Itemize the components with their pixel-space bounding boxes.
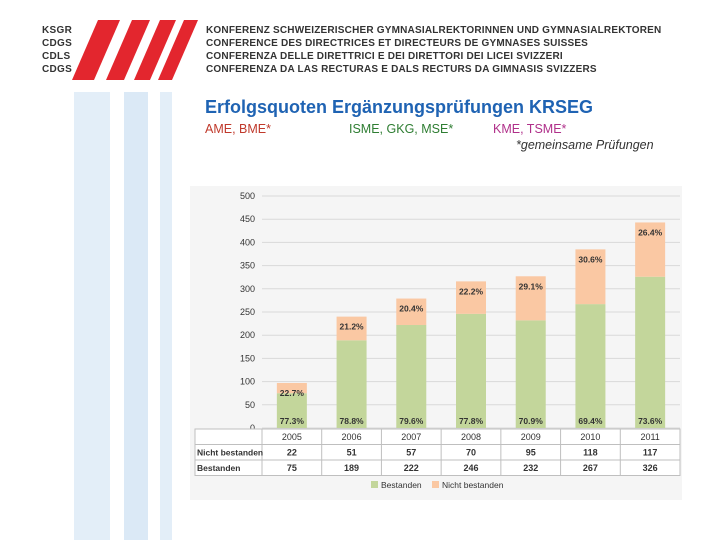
- footnote: *gemeinsame Prüfungen: [516, 138, 654, 152]
- bar-bestanden: [276, 393, 307, 428]
- org-name: CONFERENCE DES DIRECTRICES ET DIRECTEURS…: [206, 38, 589, 49]
- data-label-bestanden: 79.6%: [399, 416, 424, 426]
- y-tick-label: 250: [240, 307, 255, 317]
- bar-nicht-bestanden: [575, 249, 606, 305]
- table-row-label: Nicht bestanden: [197, 448, 263, 458]
- bar-bestanden: [336, 340, 367, 428]
- bar-nicht-bestanden: [515, 276, 546, 321]
- legend-label-bestanden: Bestanden: [381, 480, 422, 490]
- org-name: KONFERENZ SCHWEIZERISCHER GYMNASIALREKTO…: [206, 25, 662, 36]
- data-label-bestanden: 77.8%: [459, 416, 484, 426]
- y-tick-label: 500: [240, 191, 255, 201]
- y-tick-label: 350: [240, 261, 255, 271]
- data-label-nicht-bestanden: 22.2%: [459, 286, 484, 296]
- background-stripe: [74, 92, 110, 540]
- legend-label-nicht-bestanden: Nicht bestanden: [442, 480, 504, 490]
- y-tick-label: 450: [240, 214, 255, 224]
- table-cell: 51: [347, 448, 357, 458]
- table-row-label: Bestanden: [197, 463, 240, 473]
- table-cell: 246: [463, 463, 478, 473]
- y-tick-label: 150: [240, 353, 255, 363]
- data-label-nicht-bestanden: 20.4%: [399, 304, 424, 314]
- org-code: CDLS: [42, 51, 71, 62]
- org-name: CONFERENZA DA LAS RECTURAS E DALS RECTUR…: [206, 64, 597, 75]
- legend-swatch-nicht-bestanden: [432, 481, 439, 488]
- slide-title: Erfolgsquoten Ergänzungsprüfungen KRSEG: [205, 97, 593, 117]
- x-tick-label: 2011: [640, 432, 659, 442]
- y-tick-label: 200: [240, 330, 255, 340]
- table-cell: 117: [643, 448, 658, 458]
- data-label-bestanden: 69.4%: [578, 416, 603, 426]
- data-label-nicht-bestanden: 22.7%: [280, 388, 305, 398]
- bar-nicht-bestanden: [336, 316, 367, 341]
- y-tick-label: 400: [240, 237, 255, 247]
- table-cell: 326: [643, 463, 658, 473]
- data-table-frame: [194, 428, 681, 476]
- data-label-nicht-bestanden: 21.2%: [340, 322, 365, 332]
- data-label-bestanden: 77.3%: [280, 416, 305, 426]
- x-tick-label: 2010: [580, 432, 600, 442]
- data-label-nicht-bestanden: 29.1%: [519, 281, 544, 291]
- org-name: CONFERENZA DELLE DIRETTRICI E DEI DIRETT…: [206, 51, 563, 62]
- group-label-isme: ISME, GKG, MSE*: [349, 122, 454, 136]
- table-cell: 222: [404, 463, 419, 473]
- data-label-bestanden: 70.9%: [519, 416, 544, 426]
- background-stripe: [124, 92, 148, 540]
- x-tick-label: 2009: [521, 432, 541, 442]
- org-codes: KSGR CDGS CDLS CDGS: [42, 24, 82, 76]
- data-label-bestanden: 73.6%: [638, 416, 663, 426]
- table-cell: 22: [287, 448, 297, 458]
- data-label-bestanden: 78.8%: [340, 416, 365, 426]
- data-label-nicht-bestanden: 26.4%: [638, 227, 663, 237]
- org-names: KONFERENZ SCHWEIZERISCHER GYMNASIALREKTO…: [206, 24, 686, 76]
- x-tick-label: 2008: [461, 432, 481, 442]
- bar-nicht-bestanden: [276, 382, 307, 394]
- table-cell: 189: [344, 463, 359, 473]
- table-cell: 232: [523, 463, 538, 473]
- group-label-kme: KME, TSME*: [493, 122, 567, 136]
- bar-nicht-bestanden: [396, 298, 427, 325]
- x-tick-label: 2007: [401, 432, 421, 442]
- bar-bestanden: [515, 320, 546, 428]
- group-label-ame: AME, BME*: [205, 122, 271, 136]
- org-code: KSGR: [42, 25, 73, 36]
- bar-nicht-bestanden: [635, 222, 666, 277]
- table-cell: 70: [466, 448, 476, 458]
- x-tick-label: 2005: [282, 432, 302, 442]
- y-tick-label: 300: [240, 284, 255, 294]
- stacked-bar-chart: 0 50 100 150 200 250 300 350 400 450 500 77.3% 22.7%…: [194, 191, 681, 490]
- background-stripe: [160, 92, 172, 540]
- bar-nicht-bestanden: [456, 281, 486, 314]
- data-label-nicht-bestanden: 30.6%: [578, 254, 603, 264]
- y-tick-label: 50: [245, 400, 255, 410]
- org-code: CDGS: [42, 38, 73, 49]
- org-code: CDGS: [42, 64, 73, 75]
- table-cell: 75: [287, 463, 297, 473]
- x-tick-label: 2006: [342, 432, 362, 442]
- table-cell: 267: [583, 463, 598, 473]
- legend-swatch-bestanden: [371, 481, 378, 488]
- y-tick-label: 0: [250, 423, 255, 433]
- y-tick-label: 100: [240, 377, 255, 387]
- chart-panel: 0 50 100 150 200 250 300 350 400 450 500 77.3% 22.7%…: [190, 186, 682, 500]
- bar-bestanden: [456, 313, 486, 428]
- logo-stripes-icon: [72, 20, 198, 80]
- table-cell: 57: [406, 448, 416, 458]
- bar-bestanden: [396, 324, 427, 428]
- bar-bestanden: [575, 304, 606, 428]
- bar-bestanden: [635, 276, 666, 428]
- table-cell: 118: [583, 448, 598, 458]
- table-cell: 95: [526, 448, 536, 458]
